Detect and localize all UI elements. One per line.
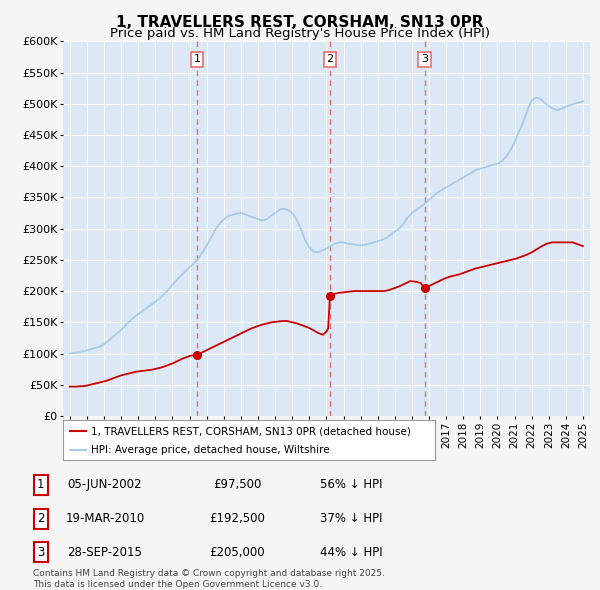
Text: Contains HM Land Registry data © Crown copyright and database right 2025.
This d: Contains HM Land Registry data © Crown c…: [33, 569, 385, 589]
Text: 1: 1: [193, 54, 200, 64]
Text: £205,000: £205,000: [209, 546, 265, 559]
Text: 56% ↓ HPI: 56% ↓ HPI: [320, 478, 382, 491]
Text: 2: 2: [37, 512, 44, 525]
Text: HPI: Average price, detached house, Wiltshire: HPI: Average price, detached house, Wilt…: [91, 445, 329, 455]
Text: £97,500: £97,500: [213, 478, 261, 491]
Text: 44% ↓ HPI: 44% ↓ HPI: [320, 546, 382, 559]
Text: 05-JUN-2002: 05-JUN-2002: [68, 478, 142, 491]
Text: 1, TRAVELLERS REST, CORSHAM, SN13 0PR (detached house): 1, TRAVELLERS REST, CORSHAM, SN13 0PR (d…: [91, 427, 411, 437]
Text: Price paid vs. HM Land Registry's House Price Index (HPI): Price paid vs. HM Land Registry's House …: [110, 27, 490, 40]
Text: 1, TRAVELLERS REST, CORSHAM, SN13 0PR: 1, TRAVELLERS REST, CORSHAM, SN13 0PR: [116, 15, 484, 30]
Text: 2: 2: [326, 54, 334, 64]
Text: 1: 1: [37, 478, 44, 491]
Text: 3: 3: [421, 54, 428, 64]
Text: 3: 3: [37, 546, 44, 559]
Text: 28-SEP-2015: 28-SEP-2015: [68, 546, 142, 559]
Text: 19-MAR-2010: 19-MAR-2010: [65, 512, 145, 525]
Text: £192,500: £192,500: [209, 512, 265, 525]
Text: 37% ↓ HPI: 37% ↓ HPI: [320, 512, 382, 525]
